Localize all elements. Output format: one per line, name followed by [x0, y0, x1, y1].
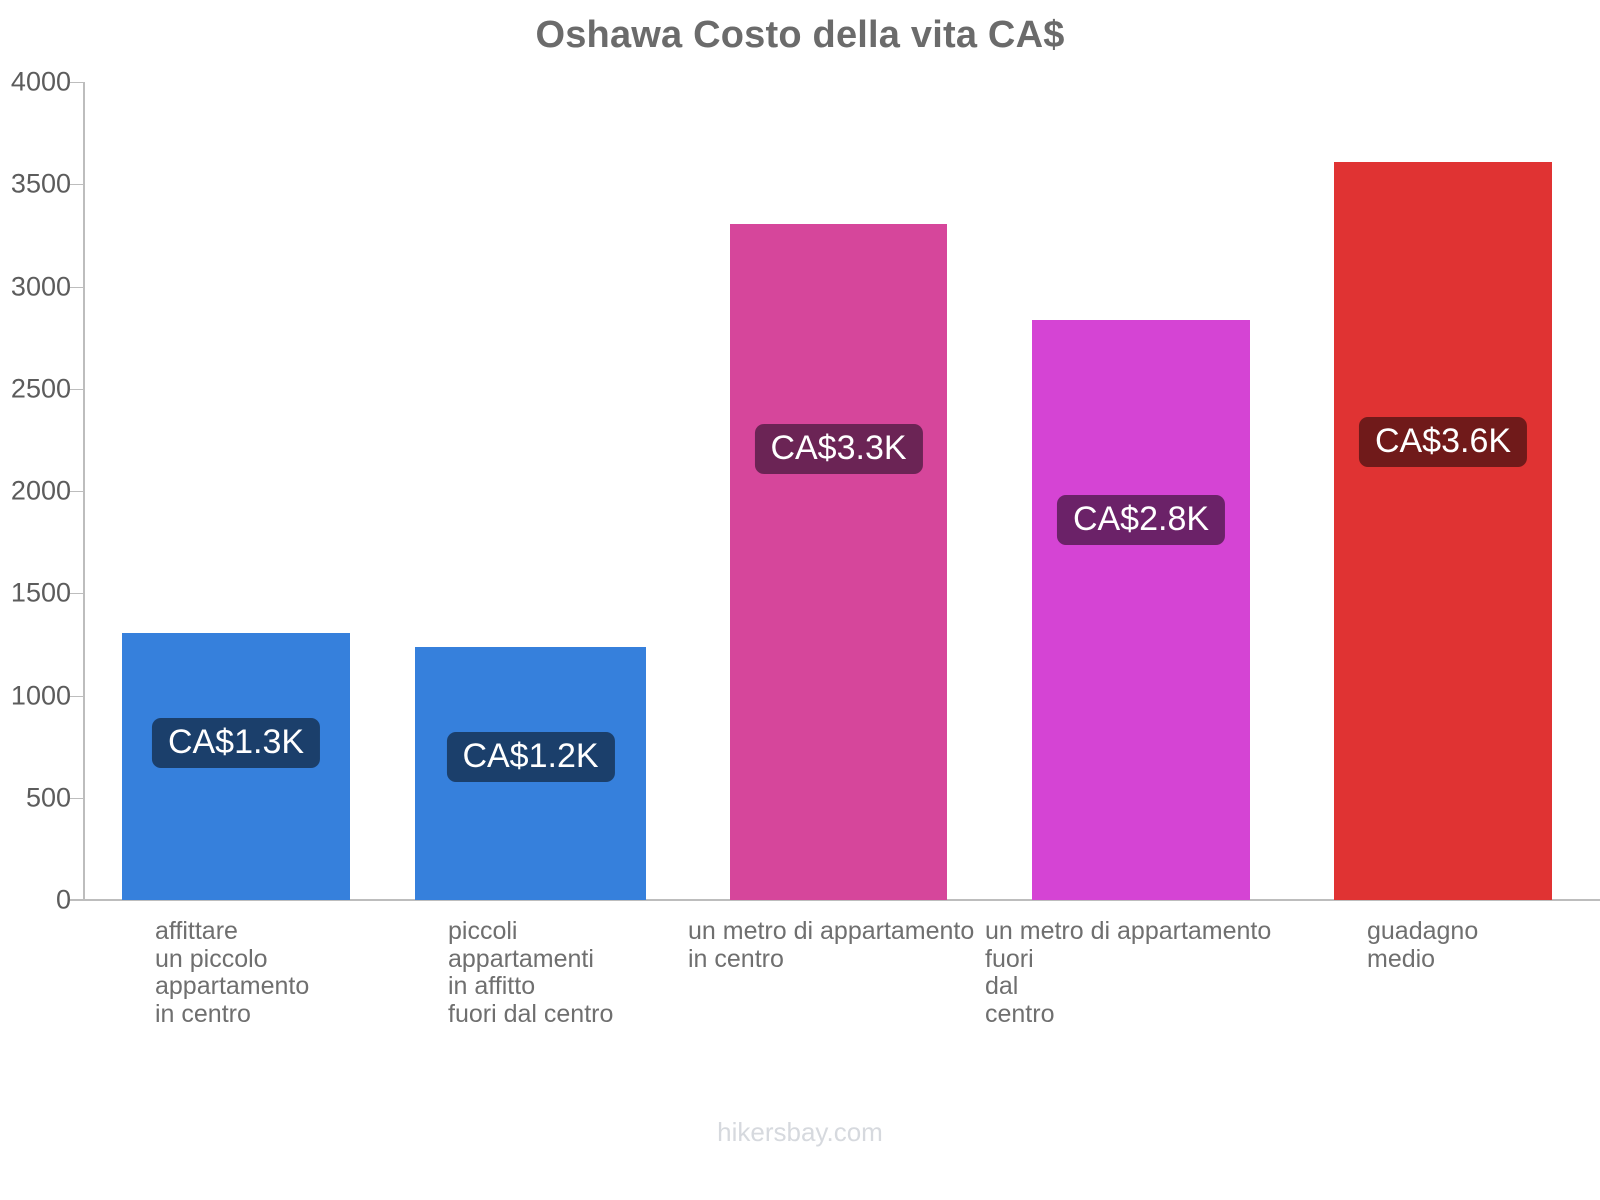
y-axis-tick-label: 3500 [10, 168, 71, 199]
y-axis-tick-label: 0 [55, 884, 71, 915]
y-axis-tick-label: 500 [25, 782, 71, 813]
y-axis-tick-label: 2500 [10, 373, 71, 404]
bar-value-label: CA$3.6K [1358, 416, 1528, 467]
y-axis-line [83, 82, 85, 900]
y-axis-tick-label: 1000 [10, 680, 71, 710]
y-axis-tick-label: 2000 [10, 475, 71, 506]
y-axis-tick-label: 4000 [10, 66, 71, 97]
x-axis-category-label: guadagno medio [1367, 917, 1479, 973]
x-axis-category-label: piccoli appartamenti in affitto fuori da… [448, 917, 614, 1028]
y-axis-tick [70, 593, 84, 595]
y-axis-tick [70, 286, 84, 288]
bar-value-label: CA$1.3K [151, 718, 321, 769]
bar[interactable]: CA$1.3K [122, 633, 350, 900]
y-axis-tick [70, 491, 84, 492]
plot-area: 0 500 1000 1500 2000 2500 3000 3500 4000 CA$1.3K… [0, 66, 1600, 1058]
watermark: hikersbay.com [717, 1117, 883, 1147]
bar[interactable]: CA$1.2K [415, 646, 646, 900]
y-axis-tick [70, 695, 84, 697]
bar[interactable]: CA$3.6K [1334, 161, 1552, 900]
x-axis-category-label: un metro di appartamento in centro [688, 917, 975, 973]
x-axis-category-label: un metro di appartamento fuori dal centr… [985, 917, 1272, 1028]
y-axis-tick [70, 184, 84, 186]
bar[interactable]: CA$3.3K [730, 224, 947, 900]
y-axis-tick [70, 388, 84, 390]
bars-layer: CA$1.3K CA$1.2K CA$3.3K CA$2.8K CA$3.6K [122, 161, 1552, 900]
x-axis-category-labels: affittare un piccolo appartamento in cen… [0, 917, 1600, 1058]
chart-title: Oshawa Costo della vita CA$ [535, 14, 1065, 56]
bar-value-label: CA$2.8K [1056, 495, 1226, 546]
y-axis-tick [70, 797, 84, 799]
y-axis-tick [70, 82, 84, 83]
bar-value-label: CA$1.2K [446, 731, 615, 782]
y-axis-tick-label: 1500 [10, 577, 71, 608]
x-axis-category-label: affittare un piccolo appartamento in cen… [155, 917, 310, 1028]
bar[interactable]: CA$2.8K [1032, 320, 1250, 900]
x-axis-line [70, 899, 1600, 901]
y-axis-tick-label: 3000 [10, 271, 71, 301]
bar-value-label: CA$3.3K [754, 424, 923, 475]
y-axis-tick [70, 900, 84, 901]
